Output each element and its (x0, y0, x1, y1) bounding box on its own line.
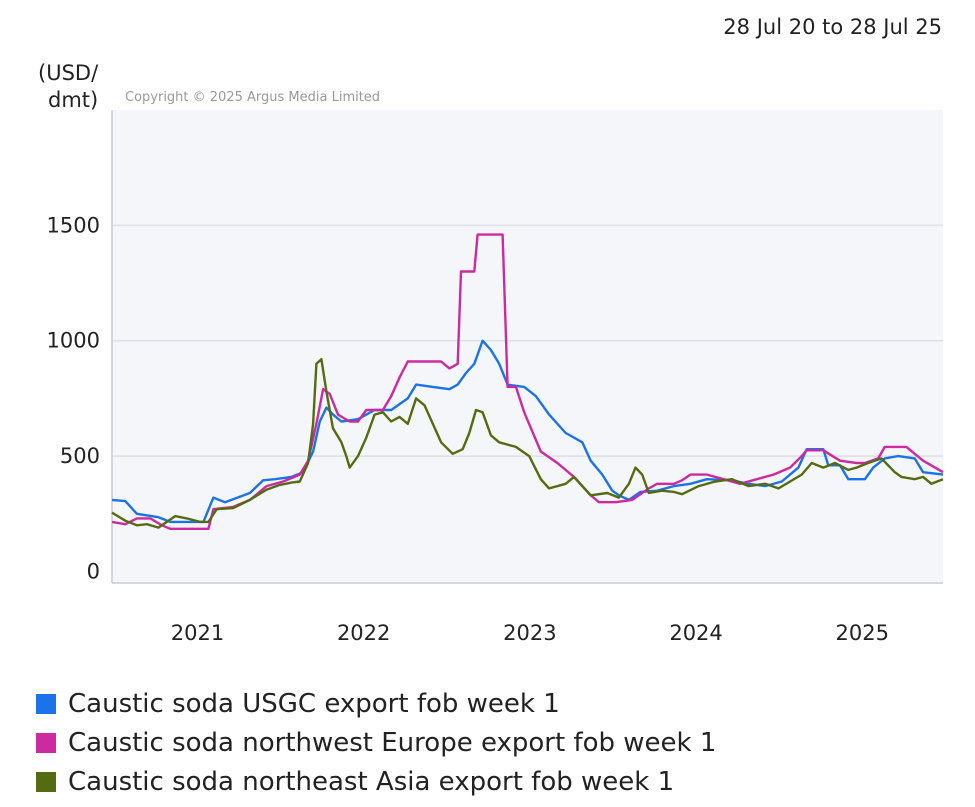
y-tick-labels: 0 500 1000 1500 (47, 213, 100, 583)
y-axis-unit-line1: (USD/ (38, 61, 99, 85)
y-tick-0: 0 (87, 559, 100, 583)
legend-label-nwe: Caustic soda northwest Europe export fob… (68, 727, 717, 758)
series-lines (111, 233, 944, 530)
legend-swatch-nwe (36, 732, 56, 753)
legend-item-usgc[interactable]: Caustic soda USGC export fob week 1 (36, 684, 716, 723)
date-range: 28 Jul 20 to 28 Jul 25 (723, 15, 942, 39)
legend-label-nea: Caustic soda northeast Asia export fob w… (68, 766, 675, 797)
legend-swatch-nea (36, 771, 56, 792)
chart-svg: 28 Jul 20 to 28 Jul 25 (USD/ dmt) Copyri… (38, 15, 944, 645)
legend-item-nwe[interactable]: Caustic soda northwest Europe export fob… (36, 723, 716, 762)
series-line-nea (111, 358, 944, 529)
legend-swatch-usgc (36, 693, 56, 714)
legend: Caustic soda USGC export fob week 1 Caus… (36, 684, 716, 801)
legend-label-usgc: Caustic soda USGC export fob week 1 (68, 688, 560, 719)
x-tick-2025: 2025 (836, 621, 889, 645)
y-tick-500: 500 (60, 444, 100, 468)
copyright-notice: Copyright © 2025 Argus Media Limited (125, 90, 380, 105)
x-tick-2022: 2022 (337, 621, 390, 645)
x-tick-2021: 2021 (171, 621, 224, 645)
y-tick-1500: 1500 (47, 213, 100, 237)
y-axis-unit-line2: dmt) (48, 88, 98, 112)
x-tick-2023: 2023 (503, 621, 556, 645)
x-tick-2024: 2024 (669, 621, 722, 645)
legend-item-nea[interactable]: Caustic soda northeast Asia export fob w… (36, 762, 716, 801)
plot-area (112, 110, 943, 583)
y-tick-1000: 1000 (47, 329, 100, 353)
x-tick-labels: 2021 2022 2023 2024 2025 (171, 621, 889, 645)
